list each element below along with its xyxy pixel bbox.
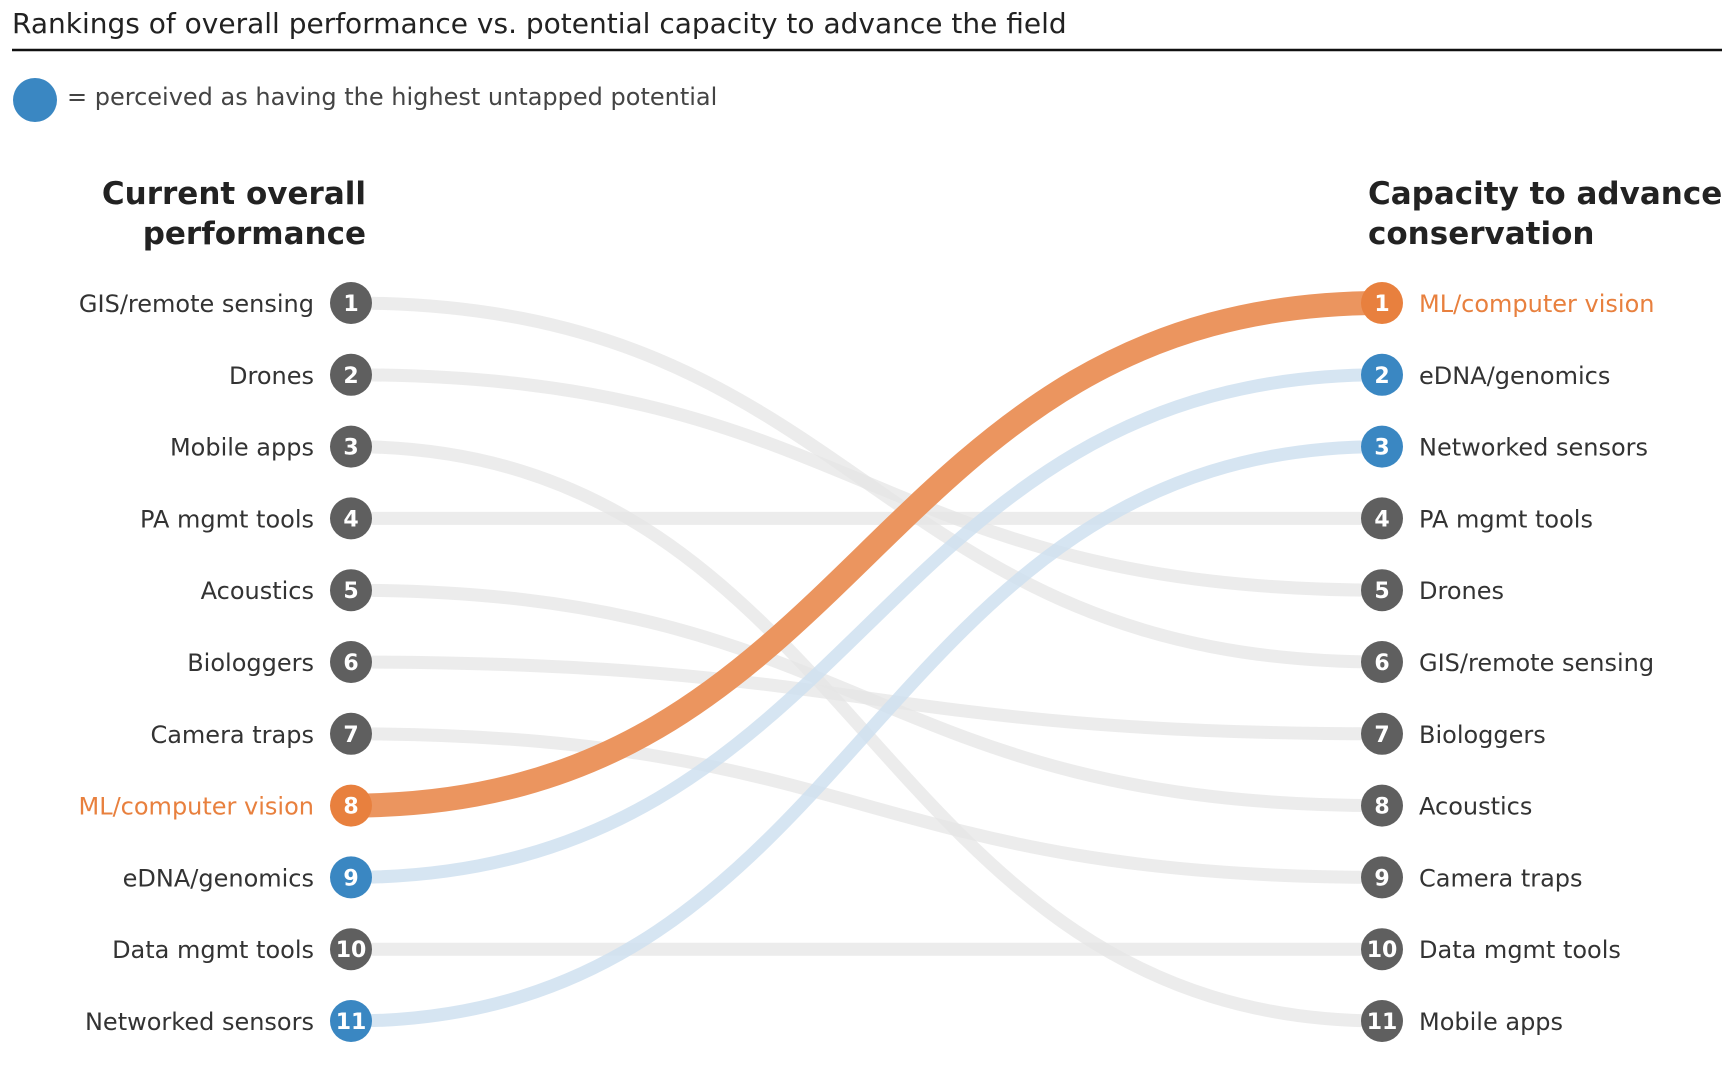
right-label-ml-computer-vision: ML/computer vision [1419,290,1654,318]
left-rank-circle [330,641,372,683]
right-rank-circle [1361,353,1403,396]
left-rank-number: 8 [343,795,358,820]
right-rank-number: 11 [1367,1010,1398,1035]
left-label-gis-remote-sensing: GIS/remote sensing [79,290,314,318]
column-headings: Current overall performance Capacity to ad… [102,176,1722,252]
connection-line-biologgers [344,655,1389,741]
right-label-edna-genomics: eDNA/genomics [1419,362,1610,390]
left-rank-circle [330,497,372,540]
right-rank-circle [1361,784,1403,827]
left-label-pa-mgmt-tools: PA mgmt tools [140,505,314,533]
right-label-networked-sensors: Networked sensors [1419,434,1648,462]
legend-dot [13,78,57,122]
left-label-data-mgmt-tools: Data mgmt tools [112,936,314,964]
left-label-acoustics: Acoustics [201,577,314,605]
left-rank-number: 1 [343,292,358,317]
right-rank-number: 2 [1374,364,1389,389]
right-rank-circle [1361,856,1403,899]
left-heading-line: Current overall [102,176,366,212]
left-label-drones: Drones [229,362,314,390]
right-rank-number: 7 [1374,723,1389,748]
right-rank-number: 6 [1374,651,1389,676]
left-rank-number: 4 [343,507,358,532]
right-rank-number: 9 [1374,866,1389,891]
left-column: 1 GIS/remote sensing 2 Drones 3 Mobile apps 4 P… [79,282,372,1042]
right-rank-circle [1361,497,1403,540]
right-label-data-mgmt-tools: Data mgmt tools [1419,936,1621,964]
title-group: Rankings of overall performance vs. pote… [12,7,1722,52]
right-rank-number: 5 [1374,579,1389,604]
right-label-acoustics: Acoustics [1419,793,1532,821]
right-label-gis-remote-sensing: GIS/remote sensing [1419,649,1654,677]
right-rank-circle [1361,282,1403,324]
left-rank-number: 11 [336,1010,367,1035]
right-rank-circle [1361,569,1403,612]
left-rank-circle [330,784,372,827]
right-rank-number: 10 [1367,938,1398,963]
right-rank-circle [1361,712,1403,755]
connection-line-edna-genomics [344,368,1389,884]
left-heading-line: performance [143,216,366,252]
connection-line-networked-sensors [344,440,1389,1028]
legend-text: = perceived as having the highest untapp… [67,83,717,111]
right-label-mobile-apps: Mobile apps [1419,1008,1563,1036]
left-rank-circle [330,928,372,971]
right-rank-circle [1361,1000,1403,1042]
right-label-camera-traps: Camera traps [1419,864,1583,892]
connection-lines [339,291,1394,1028]
left-rank-number: 10 [336,938,367,963]
left-rank-number: 2 [343,364,358,389]
left-rank-circle [330,569,372,612]
right-rank-circle [1361,641,1403,683]
connection-line-camera-traps [344,727,1389,884]
left-rank-number: 9 [343,866,358,891]
left-label-mobile-apps: Mobile apps [170,434,314,462]
left-rank-number: 7 [343,723,358,748]
left-rank-number: 5 [343,579,358,604]
left-rank-number: 3 [343,436,358,461]
left-label-ml-computer-vision: ML/computer vision [79,793,314,821]
left-rank-number: 6 [343,651,358,676]
left-rank-circle [330,712,372,755]
connection-line-drones [344,368,1389,597]
left-rank-circle [330,282,372,324]
right-rank-circle [1361,425,1403,468]
left-label-camera-traps: Camera traps [150,721,314,749]
left-rank-circle [330,425,372,468]
right-rank-number: 8 [1374,795,1389,820]
left-rank-circle [330,353,372,396]
chart-title: Rankings of overall performance vs. pote… [12,7,1067,40]
right-label-pa-mgmt-tools: PA mgmt tools [1419,505,1593,533]
right-heading-line: conservation [1368,216,1594,252]
right-rank-number: 1 [1374,292,1389,317]
right-label-biologgers: Biologgers [1419,721,1546,749]
left-label-edna-genomics: eDNA/genomics [123,864,314,892]
right-rank-circle [1361,928,1403,971]
right-label-drones: Drones [1419,577,1504,605]
right-rank-number: 3 [1374,436,1389,461]
right-rank-number: 4 [1374,507,1389,532]
right-column: 6 GIS/remote sensing 5 Drones 11 Mobile apps 4… [1361,282,1654,1042]
left-rank-circle [330,856,372,899]
legend-group: = perceived as having the highest untapp… [13,78,717,122]
right-heading-line: Capacity to advance [1368,176,1722,212]
left-label-networked-sensors: Networked sensors [85,1008,314,1036]
left-label-biologgers: Biologgers [187,649,314,677]
connection-line-ml-computer-vision [339,291,1394,818]
left-rank-circle [330,1000,372,1042]
